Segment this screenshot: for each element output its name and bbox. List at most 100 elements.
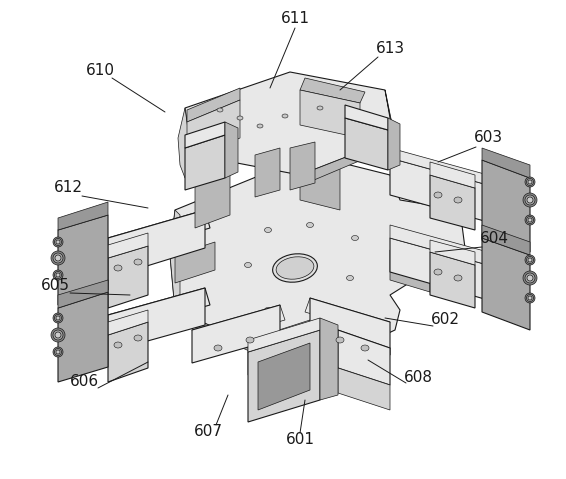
Ellipse shape — [525, 177, 535, 187]
Polygon shape — [192, 305, 285, 345]
Ellipse shape — [528, 218, 532, 222]
Ellipse shape — [54, 315, 62, 321]
Ellipse shape — [526, 295, 534, 301]
Polygon shape — [430, 240, 475, 265]
Ellipse shape — [276, 257, 314, 279]
Ellipse shape — [527, 197, 533, 203]
Ellipse shape — [523, 193, 537, 207]
Polygon shape — [170, 155, 465, 370]
Polygon shape — [255, 148, 280, 197]
Ellipse shape — [53, 270, 63, 280]
Polygon shape — [108, 246, 148, 308]
Ellipse shape — [53, 347, 63, 357]
Text: 604: 604 — [479, 230, 508, 246]
Ellipse shape — [454, 197, 462, 203]
Polygon shape — [108, 288, 205, 352]
Ellipse shape — [525, 215, 535, 225]
Ellipse shape — [53, 330, 63, 340]
Ellipse shape — [134, 259, 142, 265]
Ellipse shape — [217, 108, 223, 112]
Polygon shape — [482, 238, 530, 330]
Polygon shape — [300, 78, 365, 103]
Ellipse shape — [307, 223, 314, 228]
Polygon shape — [108, 238, 113, 288]
Polygon shape — [482, 160, 530, 252]
Polygon shape — [482, 148, 530, 178]
Ellipse shape — [54, 272, 62, 278]
Polygon shape — [192, 305, 280, 363]
Text: 613: 613 — [375, 41, 405, 56]
Ellipse shape — [56, 273, 60, 277]
Polygon shape — [187, 88, 240, 122]
Polygon shape — [332, 330, 390, 362]
Ellipse shape — [114, 265, 122, 271]
Ellipse shape — [55, 332, 61, 338]
Polygon shape — [175, 242, 215, 283]
Ellipse shape — [434, 269, 442, 275]
Ellipse shape — [336, 337, 344, 343]
Polygon shape — [195, 162, 230, 228]
Text: 612: 612 — [54, 181, 83, 195]
Ellipse shape — [525, 293, 535, 303]
Text: 607: 607 — [194, 424, 222, 440]
Polygon shape — [108, 322, 148, 382]
Text: 610: 610 — [85, 62, 114, 78]
Polygon shape — [248, 330, 320, 422]
Ellipse shape — [246, 337, 254, 343]
Ellipse shape — [273, 254, 318, 282]
Ellipse shape — [454, 275, 462, 281]
Polygon shape — [58, 280, 108, 308]
Ellipse shape — [347, 113, 353, 117]
Polygon shape — [170, 210, 180, 310]
Ellipse shape — [434, 192, 442, 198]
Ellipse shape — [351, 236, 358, 240]
Ellipse shape — [257, 124, 263, 128]
Ellipse shape — [282, 114, 288, 118]
Ellipse shape — [134, 335, 142, 341]
Ellipse shape — [525, 255, 535, 265]
Polygon shape — [108, 233, 148, 258]
Polygon shape — [58, 202, 108, 230]
Ellipse shape — [54, 349, 62, 355]
Polygon shape — [175, 310, 310, 378]
Polygon shape — [390, 238, 488, 300]
Text: 608: 608 — [404, 370, 432, 386]
Polygon shape — [248, 320, 310, 375]
Polygon shape — [58, 215, 108, 305]
Text: 602: 602 — [431, 312, 460, 328]
Ellipse shape — [54, 239, 62, 246]
Ellipse shape — [114, 342, 122, 348]
Ellipse shape — [311, 316, 319, 320]
Ellipse shape — [237, 116, 243, 120]
Ellipse shape — [56, 316, 60, 320]
Polygon shape — [300, 90, 360, 138]
Polygon shape — [185, 135, 225, 190]
Polygon shape — [187, 100, 240, 160]
Polygon shape — [390, 148, 488, 185]
Ellipse shape — [346, 275, 354, 281]
Polygon shape — [390, 225, 488, 265]
Ellipse shape — [523, 271, 537, 285]
Polygon shape — [345, 105, 388, 130]
Ellipse shape — [53, 237, 63, 247]
Polygon shape — [338, 330, 390, 385]
Polygon shape — [225, 122, 238, 178]
Ellipse shape — [317, 106, 323, 110]
Ellipse shape — [528, 296, 532, 300]
Polygon shape — [300, 155, 340, 210]
Polygon shape — [345, 118, 388, 170]
Polygon shape — [108, 210, 210, 256]
Ellipse shape — [51, 251, 65, 265]
Polygon shape — [248, 318, 320, 352]
Text: 605: 605 — [41, 277, 70, 293]
Ellipse shape — [56, 350, 60, 354]
Polygon shape — [290, 142, 315, 190]
Ellipse shape — [361, 345, 369, 351]
Ellipse shape — [264, 228, 272, 232]
Polygon shape — [178, 108, 195, 178]
Ellipse shape — [56, 240, 60, 244]
Ellipse shape — [245, 262, 251, 267]
Ellipse shape — [526, 256, 534, 263]
Polygon shape — [58, 292, 108, 382]
Polygon shape — [185, 72, 395, 175]
